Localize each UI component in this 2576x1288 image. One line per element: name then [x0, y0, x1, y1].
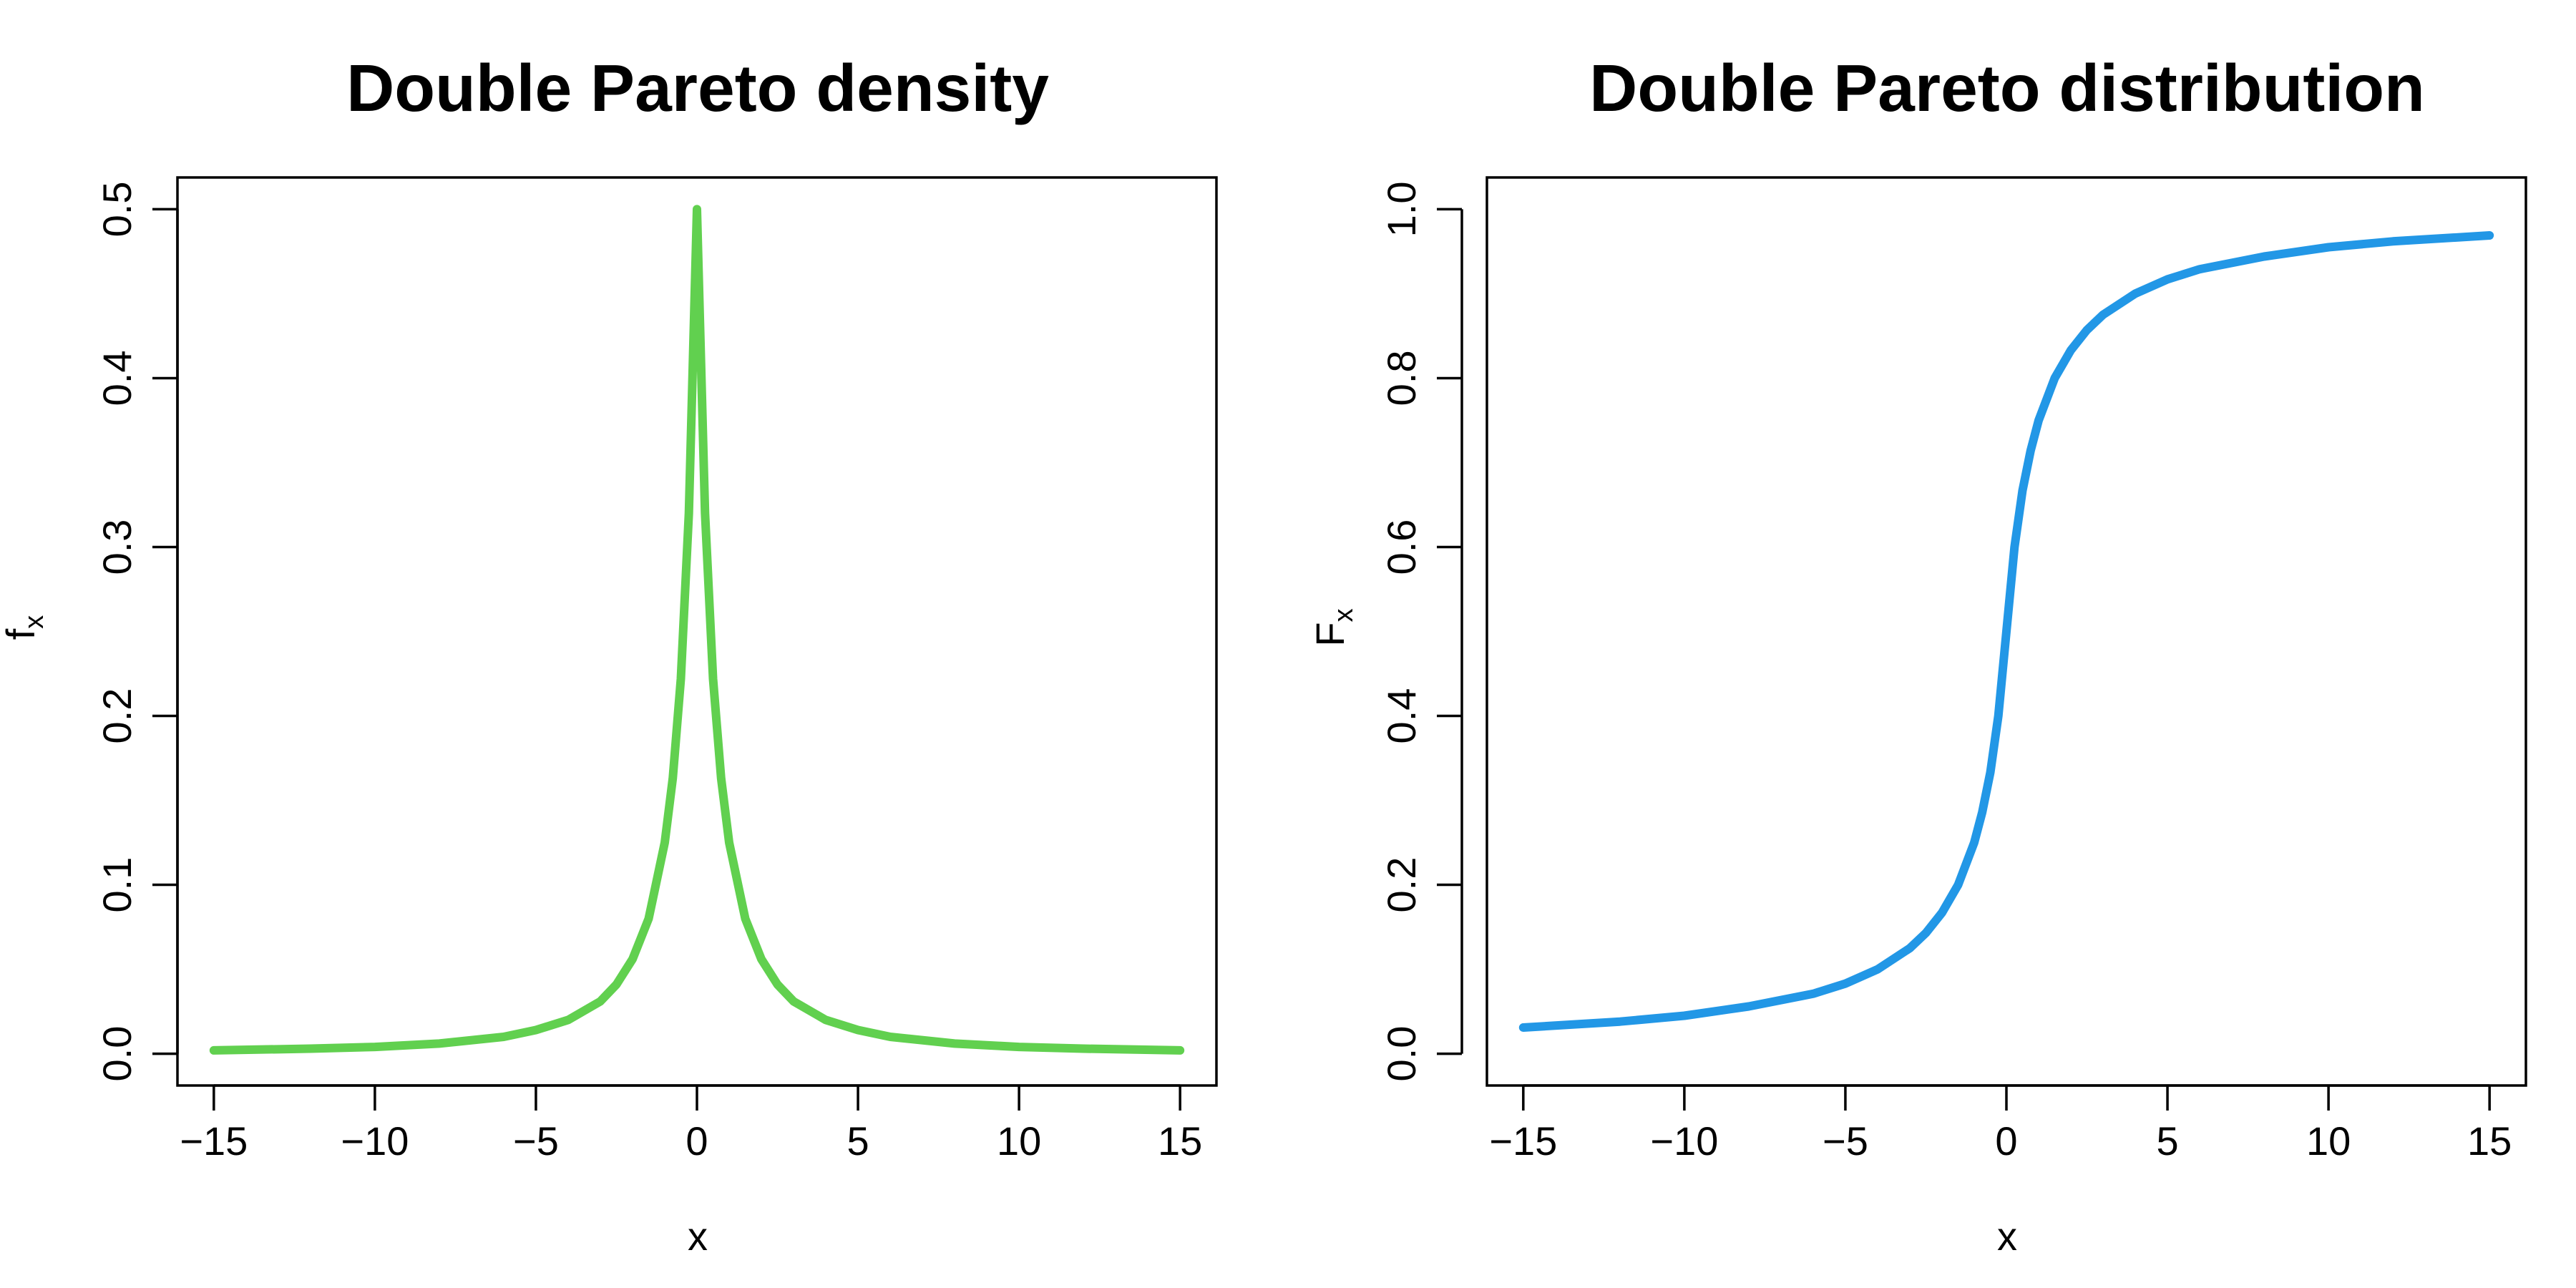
y-tick-label: 0.4: [1379, 688, 1424, 744]
x-tick-label: 5: [2156, 1118, 2178, 1163]
y-tick-label: 0.3: [94, 519, 140, 575]
y-tick-label: 0.0: [1379, 1026, 1424, 1082]
x-tick-label: −10: [341, 1118, 409, 1163]
x-tick-label: −5: [1823, 1118, 1868, 1163]
svg-text:Fx: Fx: [1307, 608, 1359, 646]
x-tick-label: 5: [847, 1118, 869, 1163]
x-tick-label: 0: [1995, 1118, 2017, 1163]
x-tick-label: 10: [997, 1118, 1041, 1163]
y-tick-label: 0.4: [94, 351, 140, 406]
chart-title: Double Pareto distribution: [1589, 51, 2425, 125]
y-axis-label-sub: x: [19, 615, 49, 629]
x-tick-label: 15: [1158, 1118, 1202, 1163]
x-tick-label: 10: [2306, 1118, 2351, 1163]
distribution-marks: −15 −10 −5 0 5 10 15 0.0 0.2 0.4 0.6 0.8 1.0: [1379, 176, 2527, 1163]
y-axis-label-main: f: [0, 628, 43, 640]
density-panel: Double Pareto density x fx −15 −10 −5 0 5 10 1…: [0, 51, 1218, 1259]
y-axis-label-main: F: [1307, 622, 1352, 646]
x-tick-label: 15: [2467, 1118, 2512, 1163]
y-tick-label: 0.2: [94, 688, 140, 744]
x-tick-label: 0: [686, 1118, 708, 1163]
chart-title: Double Pareto density: [346, 51, 1049, 125]
y-tick-label: 0.8: [1379, 351, 1424, 406]
x-axis-label: x: [1997, 1214, 2017, 1259]
series-line: [209, 205, 1185, 1055]
y-axis-label: Fx: [1307, 608, 1359, 646]
y-tick-label: 0.5: [94, 181, 140, 237]
y-tick-label: 0.2: [1379, 857, 1424, 913]
y-tick-label: 0.0: [94, 1026, 140, 1082]
y-axis-label: fx: [0, 615, 49, 640]
x-tick-label: −15: [180, 1118, 248, 1163]
svg-text:fx: fx: [0, 615, 49, 640]
y-tick-label: 1.0: [1379, 181, 1424, 237]
x-tick-label: −15: [1489, 1118, 1557, 1163]
y-tick-label: 0.6: [1379, 519, 1424, 575]
density-marks: −15 −10 −5 0 5 10 15 0.0 0.1 0.2 0.3 0.4 0.5: [94, 176, 1218, 1163]
y-axis-label-sub: x: [1329, 608, 1359, 622]
x-tick-label: −5: [513, 1118, 559, 1163]
x-tick-label: −10: [1650, 1118, 1718, 1163]
x-axis-label: x: [688, 1214, 708, 1259]
distribution-panel: Double Pareto distribution x Fx −15 −10 −5…: [1307, 51, 2527, 1259]
series-line: [1518, 231, 2494, 1032]
y-tick-label: 0.1: [94, 857, 140, 913]
